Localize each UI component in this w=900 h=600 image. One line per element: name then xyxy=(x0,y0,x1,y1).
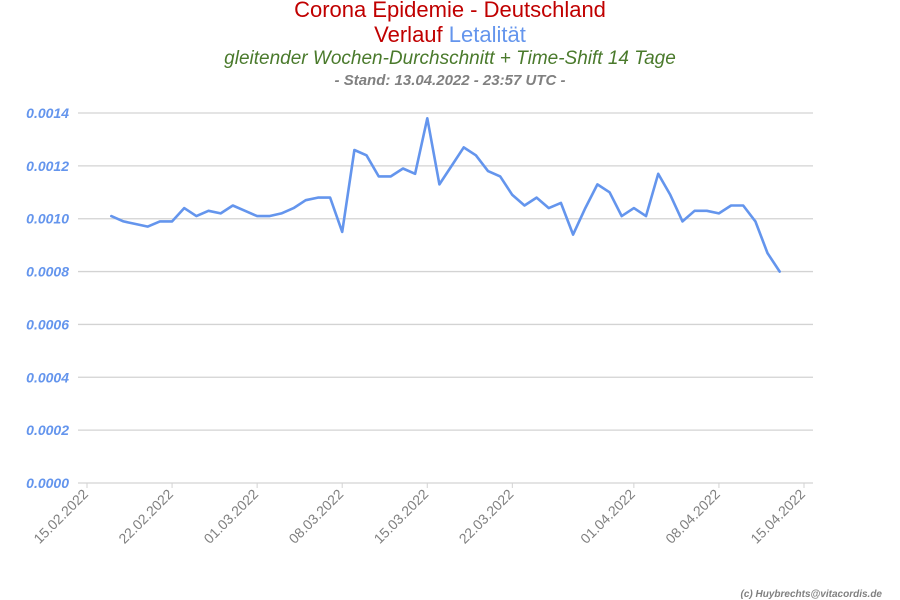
x-tick-label: 15.02.2022 xyxy=(30,486,91,547)
copyright-credit: (c) Huybrechts@vitacordis.de xyxy=(740,589,882,600)
y-tick-label: 0.0008 xyxy=(26,264,69,280)
chart-stand: - Stand: 13.04.2022 - 23:57 UTC - xyxy=(334,72,566,89)
subtitle-prefix: Verlauf xyxy=(374,22,443,47)
x-tick-label: 15.04.2022 xyxy=(747,486,808,547)
subtitle-highlight: Letalität xyxy=(448,22,526,47)
x-tick-label: 08.03.2022 xyxy=(285,486,346,547)
x-tick-label: 08.04.2022 xyxy=(662,486,723,547)
y-axis-ticks: 0.0000 0.0002 0.0004 0.0006 0.0008 0.0010 0.00… xyxy=(26,105,69,491)
series-layer xyxy=(110,117,782,273)
grid-lines xyxy=(78,112,813,484)
x-tick-label: 22.02.2022 xyxy=(115,486,176,547)
y-tick-label: 0.0006 xyxy=(26,316,69,332)
chart-title: Corona Epidemie - Deutschland xyxy=(294,0,606,22)
chart-description: gleitender Wochen-Durchschnitt + Time-Sh… xyxy=(224,48,676,69)
x-tick-label: 01.03.2022 xyxy=(200,486,261,547)
y-tick-label: 0.0000 xyxy=(26,475,69,491)
y-tick-label: 0.0004 xyxy=(26,369,69,385)
x-tick-label: 22.03.2022 xyxy=(456,486,517,547)
y-tick-label: 0.0002 xyxy=(26,422,69,438)
y-tick-label: 0.0014 xyxy=(26,105,69,121)
y-tick-label: 0.0012 xyxy=(26,158,69,174)
chart-subtitle: Verlauf Letalität xyxy=(0,22,900,48)
x-tick-label: 15.03.2022 xyxy=(371,486,432,547)
x-tick-label: 01.04.2022 xyxy=(577,486,638,547)
series-line xyxy=(110,117,782,273)
y-tick-label: 0.0010 xyxy=(26,211,69,227)
x-axis: 15.02.2022 22.02.2022 01.03.2022 08.03.2022… xyxy=(30,482,813,547)
